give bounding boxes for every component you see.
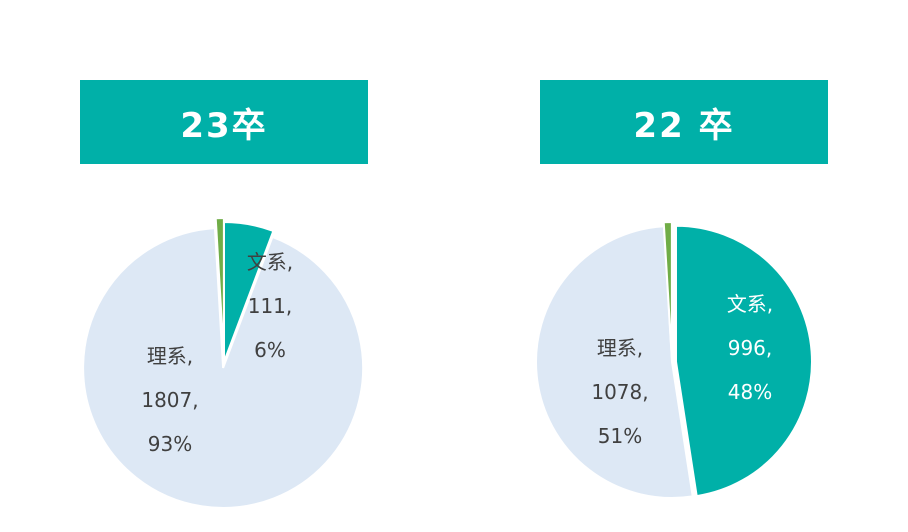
bunkei-name-23: 文系,: [246, 250, 294, 274]
rikei-percent-23: 93%: [147, 432, 193, 456]
rikei-label-23: 理系, 1807, 93%: [132, 334, 208, 466]
chart-title-22: 22 卒: [633, 105, 735, 146]
rikei-value-23: 1807,: [141, 388, 199, 412]
bunkei-label-22: 文系, 996, 48%: [712, 282, 788, 414]
rikei-percent-22: 51%: [597, 424, 643, 448]
bunkei-percent-22: 48%: [727, 380, 773, 404]
chart-title-banner-22: 22 卒: [540, 80, 828, 164]
pie-slice-other-23: [214, 217, 225, 359]
bunkei-label-23: 文系, 111, 6%: [238, 240, 302, 372]
rikei-label-22: 理系, 1078, 51%: [582, 326, 658, 458]
rikei-name-23: 理系,: [146, 344, 194, 368]
pie-slice-rikei-22: [535, 225, 694, 499]
rikei-value-22: 1078,: [591, 380, 649, 404]
pie-slice-rikei-23: [82, 227, 365, 509]
chart-title-banner-23: 23卒: [80, 80, 368, 164]
pie-slice-bunkei-22: [674, 224, 813, 498]
chart-title-23: 23卒: [180, 105, 268, 146]
bunkei-name-22: 文系,: [726, 292, 774, 316]
bunkei-value-22: 996,: [727, 336, 773, 360]
bunkei-value-23: 111,: [247, 294, 293, 318]
rikei-name-22: 理系,: [596, 336, 644, 360]
bunkei-percent-23: 6%: [254, 338, 286, 362]
pie-slice-other-22: [662, 221, 673, 359]
